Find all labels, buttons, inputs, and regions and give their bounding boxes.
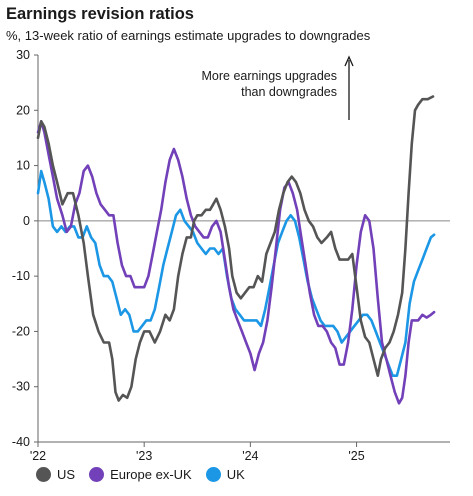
chart-title: Earnings revision ratios — [6, 5, 194, 23]
chart-subtitle: %, 13-week ratio of earnings estimate up… — [6, 28, 371, 43]
legend-swatch-europe-ex-uk — [89, 467, 105, 482]
x-tick-label: '22 — [30, 449, 46, 463]
legend-item-uk: UK — [205, 467, 245, 482]
legend-swatch-uk — [205, 467, 221, 482]
annotation-line-1: More earnings upgrades — [202, 69, 338, 83]
x-tick-label: '24 — [242, 449, 258, 463]
legend-label-us: US — [57, 467, 76, 482]
y-tick-label: -30 — [12, 380, 30, 394]
legend-item-europe-ex-uk: Europe ex-UK — [89, 467, 192, 482]
x-tick-label: '25 — [348, 449, 364, 463]
y-tick-label: -20 — [12, 324, 30, 338]
y-tick-label: 0 — [23, 214, 30, 228]
y-tick-label: 20 — [16, 103, 30, 117]
chart-legend: US Europe ex-UK UK — [36, 467, 259, 482]
legend-label-uk: UK — [226, 467, 245, 482]
y-tick-label: 30 — [16, 48, 30, 62]
y-tick-label: 10 — [16, 159, 30, 173]
x-tick-label: '23 — [136, 449, 152, 463]
y-tick-label: -40 — [12, 435, 30, 449]
y-tick-label: -10 — [12, 269, 30, 283]
legend-item-us: US — [36, 467, 75, 482]
annotation-line-2: than downgrades — [241, 85, 337, 99]
legend-swatch-us — [36, 467, 51, 482]
series-line-europe-ex-uk — [36, 120, 436, 405]
up-arrow-icon — [344, 55, 354, 67]
legend-label-europe-ex-uk: Europe ex-UK — [110, 467, 192, 482]
series-line-uk — [36, 169, 436, 377]
series-line-us — [36, 95, 435, 402]
